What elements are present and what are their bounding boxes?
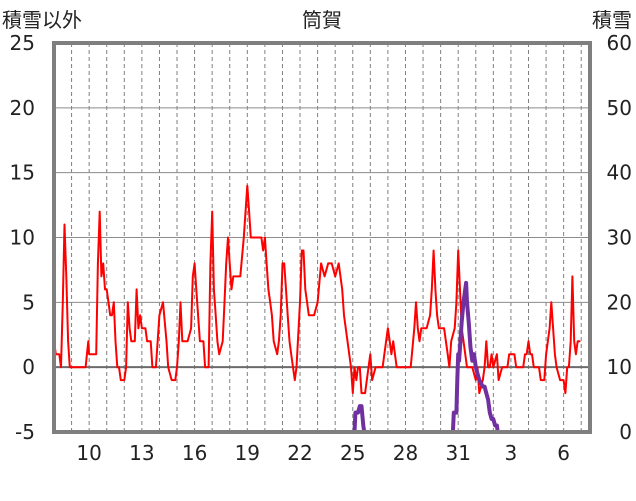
left-axis-label: 積雪以外 bbox=[2, 8, 82, 32]
right-tick-label: 60 bbox=[607, 31, 632, 55]
left-tick-label: 20 bbox=[10, 96, 35, 120]
chart-title: 筒賀 bbox=[302, 8, 342, 32]
x-tick-label: 10 bbox=[76, 441, 101, 465]
x-tick-label: 31 bbox=[445, 441, 470, 465]
right-axis-label: 積雪 bbox=[592, 8, 632, 32]
x-tick-label: 25 bbox=[340, 441, 365, 465]
right-tick-label: 10 bbox=[607, 355, 632, 379]
series-line-1 bbox=[53, 184, 581, 395]
frame-layer bbox=[52, 41, 592, 434]
x-tick-label: 6 bbox=[557, 441, 570, 465]
x-tick-label: 13 bbox=[129, 441, 154, 465]
right-tick-label: 20 bbox=[607, 290, 632, 314]
x-tick-label: 19 bbox=[235, 441, 260, 465]
x-tick-label: 28 bbox=[393, 441, 418, 465]
left-tick-label: 25 bbox=[10, 31, 35, 55]
right-tick-label: 50 bbox=[607, 96, 632, 120]
left-tick-label: 15 bbox=[10, 161, 35, 185]
right-tick-label: 30 bbox=[607, 226, 632, 250]
left-tick-label: -5 bbox=[15, 420, 35, 444]
x-tick-label: 3 bbox=[505, 441, 518, 465]
series-layer bbox=[52, 184, 592, 434]
series-line-2 bbox=[52, 280, 592, 434]
right-tick-label: 0 bbox=[619, 420, 632, 444]
right-tick-label: 40 bbox=[607, 161, 632, 185]
left-tick-label: 10 bbox=[10, 226, 35, 250]
plot-frame bbox=[52, 41, 592, 434]
left-tick-label: 5 bbox=[22, 290, 35, 314]
left-tick-label: 0 bbox=[22, 355, 35, 379]
x-tick-label: 16 bbox=[182, 441, 207, 465]
label-layer: -5 0 5 10 15 20 25 0 10 20 30 40 50 60 10 13 16 19 22 25 28 3… bbox=[10, 31, 632, 465]
grid-layer bbox=[54, 43, 590, 432]
x-tick-label: 22 bbox=[287, 441, 312, 465]
